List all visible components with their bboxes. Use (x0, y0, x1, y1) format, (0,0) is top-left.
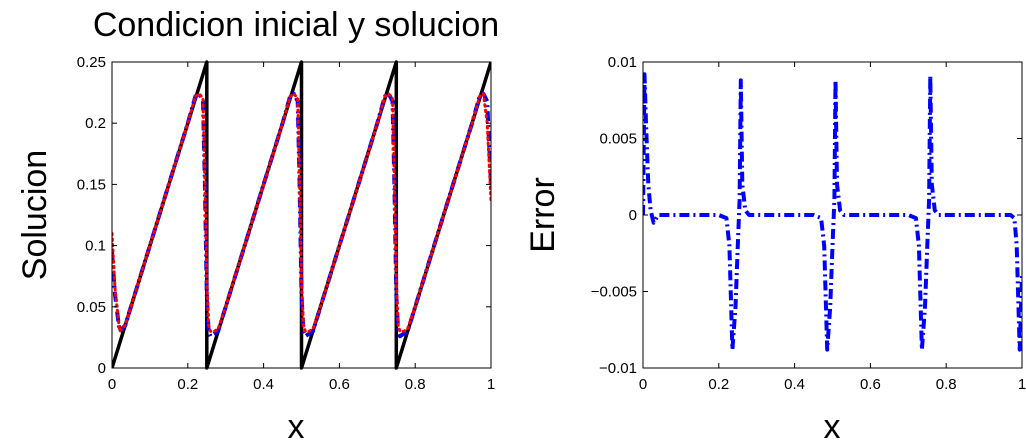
error-y-tick-label: −0.005 (591, 284, 637, 301)
error-x-tick-label: 0.6 (860, 376, 881, 393)
solution-series-dotted-2 (112, 92, 491, 333)
solution-y-axis-label: Solucion (16, 150, 54, 280)
solution-y-tick-label: 0 (98, 360, 106, 377)
solution-axes: Condicion inicial y solucion 0 0.2 0.4 0.6 0… (16, 6, 499, 443)
solution-x-tick-label: 0 (108, 376, 116, 393)
solution-y-tick-label: 0.1 (85, 238, 106, 255)
error-y-axis-label: Error (524, 177, 562, 253)
solution-x-tick-label: 0.4 (253, 376, 274, 393)
solution-y-ticks: 0 0.05 0.1 0.15 0.2 0.25 (77, 54, 491, 377)
solution-y-tick-label: 0.25 (77, 54, 106, 71)
solution-x-tick-label: 0.2 (177, 376, 198, 393)
error-x-tick-label: 0.4 (784, 376, 805, 393)
error-x-ticks: 0 0.2 0.4 0.6 0.8 1 (639, 62, 1026, 393)
error-y-ticks: −0.01 −0.005 0 0.005 0.01 (591, 54, 1022, 377)
solution-y-tick-label: 0.05 (77, 299, 106, 316)
solution-x-ticks: 0 0.2 0.4 0.6 0.8 1 (108, 62, 495, 393)
error-x-tick-label: 0 (639, 376, 647, 393)
solution-axes-frame (111, 61, 492, 369)
solution-x-axis-label: x (288, 408, 305, 443)
error-x-tick-label: 0.2 (708, 376, 729, 393)
error-x-tick-label: 1 (1018, 376, 1026, 393)
solution-x-tick-label: 1 (487, 376, 495, 393)
error-y-tick-label: 0 (629, 207, 637, 224)
error-x-tick-label: 0.8 (936, 376, 957, 393)
error-axes: 0 0.2 0.4 0.6 0.8 1 −0.01 −0.005 0 0.005 0.01 x E… (524, 54, 1026, 443)
error-y-tick-label: 0.01 (608, 54, 637, 71)
error-plot-area (643, 72, 1022, 352)
error-series-dashdot-0 (643, 72, 1022, 352)
solution-plot-area (112, 60, 491, 370)
solution-x-tick-label: 0.6 (329, 376, 350, 393)
solution-x-tick-label: 0.8 (405, 376, 426, 393)
solution-y-tick-label: 0.2 (85, 115, 106, 132)
chart-title: Condicion inicial y solucion (93, 6, 499, 44)
error-y-tick-label: −0.01 (599, 360, 637, 377)
error-y-tick-label: 0.005 (599, 131, 637, 148)
solution-y-tick-label: 0.15 (77, 176, 106, 193)
error-axes-frame (642, 61, 1023, 369)
error-x-axis-label: x (824, 408, 841, 443)
